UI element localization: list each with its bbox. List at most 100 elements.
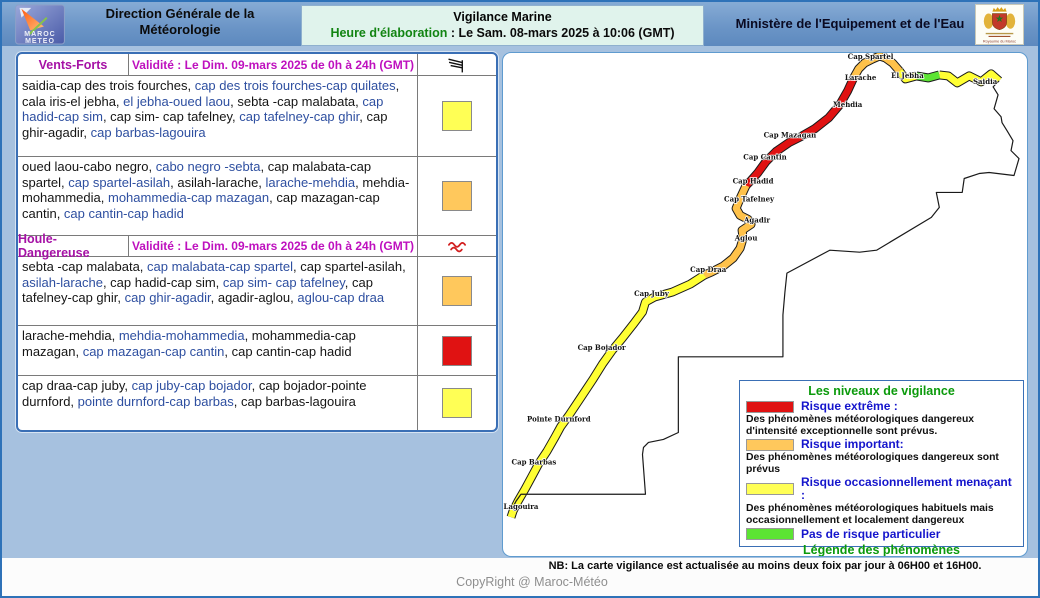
coastal-segment-text: , cap sim- cap tafelney, [102, 109, 240, 125]
coastal-segment-text: , cala iris-el jebha, [22, 78, 400, 109]
coastal-segments-row: cap draa-cap juby, cap juby-cap bojador,… [18, 376, 418, 430]
map-label-pointe-durnford: Pointe Durnford [527, 415, 591, 424]
coastal-segment-text: cap draa-cap juby, [22, 378, 132, 393]
coastal-segment-text: cap barbas-lagouira [90, 125, 206, 141]
map-label-cap-bojador: Cap Bojador [578, 343, 626, 352]
coastal-segment-text: mehdia-mohammedia [118, 328, 245, 343]
section-validity-houle-dangereuse: Validité : Le Dim. 09-mars 2025 de 0h à … [129, 236, 418, 257]
coastal-segment-text: , sebta -cap malabata, [230, 93, 363, 109]
legend-desc-extreme: Des phénomènes météorologiques dangereux… [746, 414, 975, 437]
coastal-segment-text: cap malabata-cap spartel [147, 259, 294, 274]
agency-title: Direction Générale de la Météorologie [105, 6, 255, 37]
risk-level-cell [418, 376, 496, 430]
legend-label-important: Risque important: [801, 437, 904, 452]
risk-level-swatch [442, 276, 472, 306]
map-label-el-jebha: El Jebha [891, 71, 924, 80]
map-label-cap-barbas: Cap Barbas [512, 457, 557, 466]
legend-box: Les niveaux de vigilance Risque extrême … [739, 380, 1024, 556]
map-label-aglou: Aglou [734, 233, 758, 242]
risk-level-cell [418, 76, 496, 157]
update-note: NB: La carte vigilance est actualisée au… [548, 560, 982, 572]
coastal-segment-text: , cap spartel-asilah, [293, 259, 406, 274]
legend-desc-occasional: Des phénomènes météorologiques habituels… [746, 503, 994, 526]
vigilance-map-panel: Saidia El Jebha Cap Spartel Larache Mehdia Ca… [502, 52, 1028, 557]
map-label-cap-cantin: Cap Cantin [743, 153, 786, 162]
bulletin-table: Vents-Forts Validité : Le Dim. 09-mars 2… [16, 52, 498, 432]
coastal-segment-text: , asilah-larache, [170, 174, 266, 190]
maroc-meteo-logo-icon: MAROC METEO [15, 4, 65, 45]
ministry-crest-logo: Royaume du Maroc [975, 4, 1024, 45]
coastal-segments-row: oued laou-cabo negro, cabo negro -sebta,… [18, 157, 418, 236]
map-label-cap-juby: Cap Juby [634, 289, 670, 298]
coastal-segment-text: cap hadid-cap sim [22, 93, 384, 125]
coastal-segment-text: , agadir-aglou, [210, 290, 298, 306]
coastal-segment-text: cap mazagan-cap cantin [82, 343, 225, 359]
legend-level-row: Pas de risque particulier [746, 527, 1019, 541]
wind-barb-icon [448, 58, 463, 72]
country-border-line [512, 80, 1020, 508]
coastal-segment-text: , mohammedia-cap mazagan, [22, 328, 356, 359]
coastal-segment-text: , mehdia-mohammedia, [22, 174, 410, 206]
coastal-segment-text: , cap hadid-cap sim, [102, 274, 223, 290]
bulletin-title-box: Vigilance Marine Heure d'élaboration : L… [301, 5, 704, 46]
coastal-segment-text: , cap ghir-agadir, [22, 109, 388, 141]
map-label-cap-tafelney: Cap Tafelney [724, 194, 775, 203]
morocco-vigilance-map: Saidia El Jebha Cap Spartel Larache Mehdia Ca… [503, 53, 1020, 519]
coastal-segment-text: el jebha-oued laou [123, 93, 231, 109]
risk-level-cell [418, 257, 496, 326]
map-label-lagouira: Lagouira [504, 502, 539, 511]
logo-text-meteo: METEO [25, 38, 55, 45]
section-icon-cell [418, 236, 496, 257]
section-title-houle-dangereuse: Houle-Dangereuse [18, 232, 129, 260]
coastal-segment-text: , cap cantin-cap hadid [224, 343, 352, 359]
risk-level-cell [418, 326, 496, 376]
coastal-segment-text: aglou-cap draa [297, 290, 385, 306]
logo-text-maroc: MAROC [24, 31, 55, 38]
legend-desc-important: Des phénomènes météorologiques dangereux… [746, 452, 999, 475]
legend-level-row: Risque occasionnellement menaçant : [746, 476, 1019, 502]
coastal-segment-text: asilah-larache [22, 274, 103, 290]
legend-title: Les niveaux de vigilance [808, 384, 955, 398]
crest-caption: Royaume du Maroc [983, 40, 1016, 44]
legend-label-extreme: Risque extrême : [801, 399, 898, 413]
elaboration-line: Heure d'élaboration : Le Sam. 08-mars 20… [302, 26, 703, 40]
legend-swatch-occasional [746, 483, 794, 496]
coastal-segment-text: , cap bojador-pointe durnford, [22, 378, 367, 409]
coastal-segments-row: sebta -cap malabata, cap malabata-cap sp… [18, 257, 418, 326]
coastal-segment-text: cap ghir-agadir [124, 290, 211, 306]
coastal-segment-text: cap sim- cap tafelney [222, 274, 345, 290]
coastal-segment-text: cap tafelney-cap ghir [239, 109, 360, 125]
phenomena-legend-title: Légende des phénomènes [803, 542, 960, 557]
coastal-segment-text: , cap mazagan-cap cantin, [22, 190, 380, 222]
coastal-segment-text: saidia-cap des trois fourches, [22, 78, 195, 93]
coastal-segments-row: saidia-cap des trois fourches, cap des t… [18, 76, 418, 157]
map-labels: Saidia El Jebha Cap Spartel Larache Mehdia Ca… [503, 53, 998, 512]
coastal-segment-text: larache-mehdia, [22, 328, 119, 343]
coastal-segment-text: , cap tafelney-cap ghir, [22, 274, 373, 306]
coastal-segment-text: cabo negro -sebta [155, 159, 261, 174]
map-label-cap-spartel: Cap Spartel [848, 53, 894, 61]
legend-level-row: Risque important: [746, 438, 1019, 451]
risk-level-swatch [442, 181, 472, 211]
legend-level-row: Risque extrême : [746, 400, 1019, 413]
map-label-cap-draa: Cap Draa [690, 265, 727, 274]
section-icon-cell [418, 54, 496, 76]
risk-level-swatch [442, 388, 472, 418]
coastal-segment-text: , cap malabata-cap spartel, [22, 159, 372, 190]
elaboration-value: : Le Sam. 08-mars 2025 à 10:06 (GMT) [447, 26, 675, 40]
legend-swatch-no-risk [746, 528, 794, 541]
copyright-text: CopyRight @ Maroc-Météo [456, 575, 608, 589]
coastal-segment-text: oued laou-cabo negro, [22, 159, 156, 174]
coastal-segment-text: cap cantin-cap hadid [63, 206, 184, 222]
footer-strip [2, 558, 1038, 596]
legend-swatch-extreme [746, 400, 794, 413]
coastal-segment-text: larache-mehdia [265, 174, 356, 190]
elaboration-label: Heure d'élaboration [330, 26, 448, 40]
map-label-agadir: Agadir [743, 215, 770, 224]
bulletin-title: Vigilance Marine [453, 10, 552, 24]
maroc-meteo-logo: MAROC METEO [14, 4, 66, 45]
coastal-segment-text: cap des trois fourches-cap quilates [194, 78, 396, 93]
coastal-segment-text: cap spartel-asilah [68, 174, 171, 190]
coastal-segment-text: mohammedia-cap mazagan [107, 190, 270, 206]
coastal-segments-row: larache-mehdia, mehdia-mohammedia, moham… [18, 326, 418, 376]
